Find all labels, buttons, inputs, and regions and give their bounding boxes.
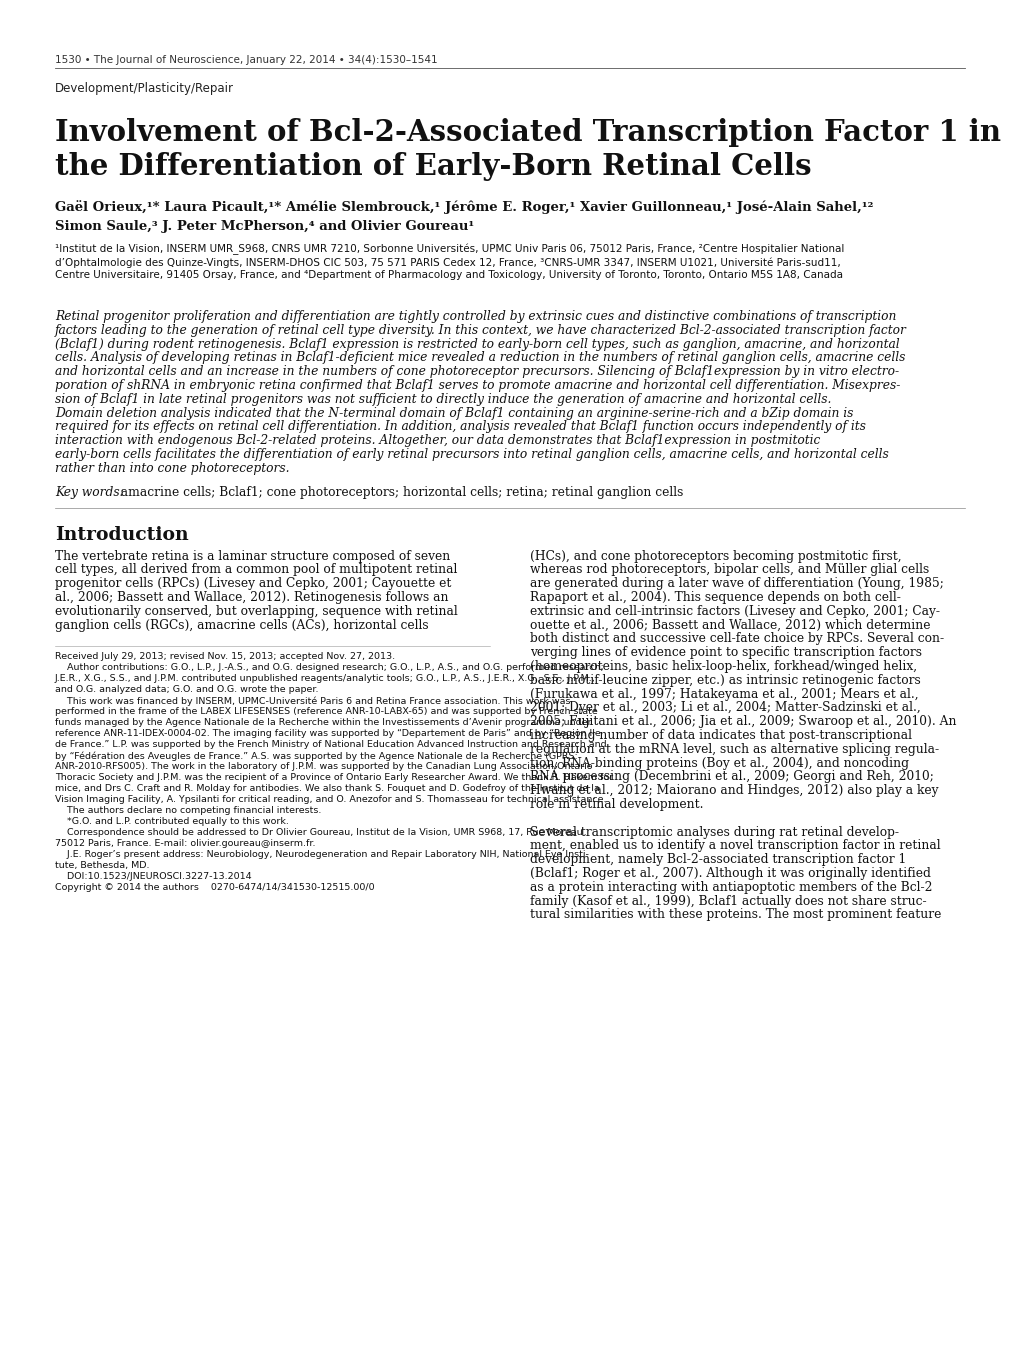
Text: extrinsic and cell-intrinsic factors (Livesey and Cepko, 2001; Cay-: extrinsic and cell-intrinsic factors (Li…: [530, 605, 940, 618]
Text: cell types, all derived from a common pool of multipotent retinal: cell types, all derived from a common po…: [55, 564, 457, 576]
Text: progenitor cells (RPCs) (Livesey and Cepko, 2001; Cayouette et: progenitor cells (RPCs) (Livesey and Cep…: [55, 577, 451, 590]
Text: reference ANR-11-IDEX-0004-02. The imaging facility was supported by “Departemen: reference ANR-11-IDEX-0004-02. The imagi…: [55, 729, 600, 738]
Text: *G.O. and L.P. contributed equally to this work.: *G.O. and L.P. contributed equally to th…: [55, 818, 288, 826]
Text: de France.” L.P. was supported by the French Ministry of National Education Adva: de France.” L.P. was supported by the Fr…: [55, 740, 606, 749]
Text: sion of Bclaf1 in late retinal progenitors was not sufficient to directly induce: sion of Bclaf1 in late retinal progenito…: [55, 393, 830, 405]
Text: ment, enabled us to identify a novel transcription factor in retinal: ment, enabled us to identify a novel tra…: [530, 839, 940, 852]
Text: amacrine cells; Bclaf1; cone photoreceptors; horizontal cells; retina; retinal g: amacrine cells; Bclaf1; cone photorecept…: [113, 486, 683, 498]
Text: Rapaport et al., 2004). This sequence depends on both cell-: Rapaport et al., 2004). This sequence de…: [530, 591, 900, 603]
Text: whereas rod photoreceptors, bipolar cells, and Müller glial cells: whereas rod photoreceptors, bipolar cell…: [530, 564, 928, 576]
Text: The authors declare no competing financial interests.: The authors declare no competing financi…: [55, 807, 321, 815]
Text: RNA processing (Decembrini et al., 2009; Georgi and Reh, 2010;: RNA processing (Decembrini et al., 2009;…: [530, 770, 933, 784]
Text: (HCs), and cone photoreceptors becoming postmitotic first,: (HCs), and cone photoreceptors becoming …: [530, 550, 901, 562]
Text: ANR-2010-RFS005). The work in the laboratory of J.P.M. was supported by the Cana: ANR-2010-RFS005). The work in the labora…: [55, 763, 592, 771]
Text: Key words:: Key words:: [55, 486, 123, 498]
Text: verging lines of evidence point to specific transcription factors: verging lines of evidence point to speci…: [530, 646, 921, 659]
Text: Correspondence should be addressed to Dr Olivier Goureau, Institut de la Vision,: Correspondence should be addressed to Dr…: [55, 829, 582, 837]
Text: DOI:10.1523/JNEUROSCI.3227-13.2014: DOI:10.1523/JNEUROSCI.3227-13.2014: [55, 872, 252, 882]
Text: family (Kasof et al., 1999), Bclaf1 actually does not share struc-: family (Kasof et al., 1999), Bclaf1 actu…: [530, 894, 925, 908]
Text: ouette et al., 2006; Bassett and Wallace, 2012) which determine: ouette et al., 2006; Bassett and Wallace…: [530, 618, 929, 632]
Text: Thoracic Society and J.P.M. was the recipient of a Province of Ontario Early Res: Thoracic Society and J.P.M. was the reci…: [55, 774, 612, 782]
Text: early-born cells facilitates the differentiation of early retinal precursors int: early-born cells facilitates the differe…: [55, 448, 888, 461]
Text: 2005; Fujitani et al., 2006; Jia et al., 2009; Swaroop et al., 2010). An: 2005; Fujitani et al., 2006; Jia et al.,…: [530, 715, 956, 728]
Text: and O.G. analyzed data; G.O. and O.G. wrote the paper.: and O.G. analyzed data; G.O. and O.G. wr…: [55, 685, 318, 695]
Text: (Furukawa et al., 1997; Hatakeyama et al., 2001; Mears et al.,: (Furukawa et al., 1997; Hatakeyama et al…: [530, 688, 918, 700]
Text: tute, Bethesda, MD.: tute, Bethesda, MD.: [55, 861, 150, 871]
Text: ¹Institut de la Vision, INSERM UMR_S968, CNRS UMR 7210, Sorbonne Universités, UP: ¹Institut de la Vision, INSERM UMR_S968,…: [55, 244, 844, 255]
Text: al., 2006; Bassett and Wallace, 2012). Retinogenesis follows an: al., 2006; Bassett and Wallace, 2012). R…: [55, 591, 448, 603]
Text: development, namely Bcl-2-associated transcription factor 1: development, namely Bcl-2-associated tra…: [530, 853, 905, 867]
Text: J.E.R., X.G., S.S., and J.P.M. contributed unpublished reagents/analytic tools; : J.E.R., X.G., S.S., and J.P.M. contribut…: [55, 674, 595, 684]
Text: by “Fédération des Aveugles de France.” A.S. was supported by the Agence Nationa: by “Fédération des Aveugles de France.” …: [55, 751, 577, 760]
Text: Development/Plasticity/Repair: Development/Plasticity/Repair: [55, 82, 233, 96]
Text: Author contributions: G.O., L.P., J.-A.S., and O.G. designed research; G.O., L.P: Author contributions: G.O., L.P., J.-A.S…: [55, 663, 603, 673]
Text: and horizontal cells and an increase in the numbers of cone photoreceptor precur: and horizontal cells and an increase in …: [55, 366, 898, 378]
Text: tural similarities with these proteins. The most prominent feature: tural similarities with these proteins. …: [530, 908, 941, 921]
Text: both distinct and successive cell-fate choice by RPCs. Several con-: both distinct and successive cell-fate c…: [530, 632, 944, 646]
Text: the Differentiation of Early-Born Retinal Cells: the Differentiation of Early-Born Retina…: [55, 152, 811, 182]
Text: This work was financed by INSERM, UPMC-Université Paris 6 and Retina France asso: This work was financed by INSERM, UPMC-U…: [55, 696, 570, 706]
Text: as a protein interacting with antiapoptotic members of the Bcl-2: as a protein interacting with antiapopto…: [530, 880, 931, 894]
Text: funds managed by the Agence Nationale de la Recherche within the Investissements: funds managed by the Agence Nationale de…: [55, 718, 591, 728]
Text: 2001; Dyer et al., 2003; Li et al., 2004; Matter-Sadzinski et al.,: 2001; Dyer et al., 2003; Li et al., 2004…: [530, 702, 920, 714]
Text: J.E. Roger’s present address: Neurobiology, Neurodegeneration and Repair Laborat: J.E. Roger’s present address: Neurobiolo…: [55, 850, 588, 860]
Text: cells. Analysis of developing retinas in Bclaf1-deficient mice revealed a reduct: cells. Analysis of developing retinas in…: [55, 351, 905, 364]
Text: 75012 Paris, France. E-mail: olivier.goureau@inserm.fr.: 75012 Paris, France. E-mail: olivier.gou…: [55, 839, 315, 849]
Text: regulation at the mRNA level, such as alternative splicing regula-: regulation at the mRNA level, such as al…: [530, 743, 938, 756]
Text: Introduction: Introduction: [55, 526, 189, 543]
Text: Domain deletion analysis indicated that the N-terminal domain of Bclaf1 containi: Domain deletion analysis indicated that …: [55, 407, 853, 419]
Text: basic motif-leucine zipper, etc.) as intrinsic retinogenic factors: basic motif-leucine zipper, etc.) as int…: [530, 674, 920, 687]
Text: 1530 • The Journal of Neuroscience, January 22, 2014 • 34(4):1530–1541: 1530 • The Journal of Neuroscience, Janu…: [55, 55, 437, 66]
Text: ganglion cells (RGCs), amacrine cells (ACs), horizontal cells: ganglion cells (RGCs), amacrine cells (A…: [55, 618, 428, 632]
Text: Involvement of Bcl-2-Associated Transcription Factor 1 in: Involvement of Bcl-2-Associated Transcri…: [55, 117, 1000, 147]
Text: Simon Saule,³ J. Peter McPherson,⁴ and Olivier Goureau¹: Simon Saule,³ J. Peter McPherson,⁴ and O…: [55, 220, 474, 233]
Text: The vertebrate retina is a laminar structure composed of seven: The vertebrate retina is a laminar struc…: [55, 550, 449, 562]
Text: Centre Universitaire, 91405 Orsay, France, and ⁴Department of Pharmacology and T: Centre Universitaire, 91405 Orsay, Franc…: [55, 270, 842, 280]
Text: role in retinal development.: role in retinal development.: [530, 799, 703, 811]
Text: Received July 29, 2013; revised Nov. 15, 2013; accepted Nov. 27, 2013.: Received July 29, 2013; revised Nov. 15,…: [55, 652, 394, 662]
Text: Copyright © 2014 the authors    0270-6474/14/341530-12515.00/0: Copyright © 2014 the authors 0270-6474/1…: [55, 883, 374, 893]
Text: (homeoproteins, basic helix-loop-helix, forkhead/winged helix,: (homeoproteins, basic helix-loop-helix, …: [530, 661, 916, 673]
Text: factors leading to the generation of retinal cell type diversity. In this contex: factors leading to the generation of ret…: [55, 324, 906, 337]
Text: evolutionarily conserved, but overlapping, sequence with retinal: evolutionarily conserved, but overlappin…: [55, 605, 458, 618]
Text: Gaël Orieux,¹* Laura Picault,¹* Amélie Slembrouck,¹ Jérôme E. Roger,¹ Xavier Gui: Gaël Orieux,¹* Laura Picault,¹* Amélie S…: [55, 201, 872, 214]
Text: d’Ophtalmologie des Quinze-Vingts, INSERM-DHOS CIC 503, 75 571 PARIS Cedex 12, F: d’Ophtalmologie des Quinze-Vingts, INSER…: [55, 257, 840, 268]
Text: (Bclaf1) during rodent retinogenesis. Bclaf1 expression is restricted to early-b: (Bclaf1) during rodent retinogenesis. Bc…: [55, 337, 899, 351]
Text: rather than into cone photoreceptors.: rather than into cone photoreceptors.: [55, 461, 289, 475]
Text: tion, RNA-binding proteins (Boy et al., 2004), and noncoding: tion, RNA-binding proteins (Boy et al., …: [530, 756, 908, 770]
Text: Vision Imaging Facility, A. Ypsilanti for critical reading, and O. Anezofor and : Vision Imaging Facility, A. Ypsilanti fo…: [55, 796, 606, 804]
Text: mice, and Drs C. Craft and R. Molday for antibodies. We also thank S. Fouquet an: mice, and Drs C. Craft and R. Molday for…: [55, 785, 599, 793]
Text: performed in the frame of the LABEX LIFESENSES (reference ANR-10-LABX-65) and wa: performed in the frame of the LABEX LIFE…: [55, 707, 597, 717]
Text: required for its effects on retinal cell differentiation. In addition, analysis : required for its effects on retinal cell…: [55, 420, 865, 434]
Text: Several transcriptomic analyses during rat retinal develop-: Several transcriptomic analyses during r…: [530, 826, 898, 838]
Text: Retinal progenitor proliferation and differentiation are tightly controlled by e: Retinal progenitor proliferation and dif…: [55, 310, 896, 324]
Text: increasing number of data indicates that post-transcriptional: increasing number of data indicates that…: [530, 729, 911, 743]
Text: are generated during a later wave of differentiation (Young, 1985;: are generated during a later wave of dif…: [530, 577, 943, 590]
Text: interaction with endogenous Bcl-2-related proteins. Altogether, our data demonst: interaction with endogenous Bcl-2-relate…: [55, 434, 819, 448]
Text: Hwang et al., 2012; Maiorano and Hindges, 2012) also play a key: Hwang et al., 2012; Maiorano and Hindges…: [530, 785, 937, 797]
Text: (Bclaf1; Roger et al., 2007). Although it was originally identified: (Bclaf1; Roger et al., 2007). Although i…: [530, 867, 930, 880]
Text: poration of shRNA in embryonic retina confirmed that Bclaf1 serves to promote am: poration of shRNA in embryonic retina co…: [55, 379, 900, 392]
